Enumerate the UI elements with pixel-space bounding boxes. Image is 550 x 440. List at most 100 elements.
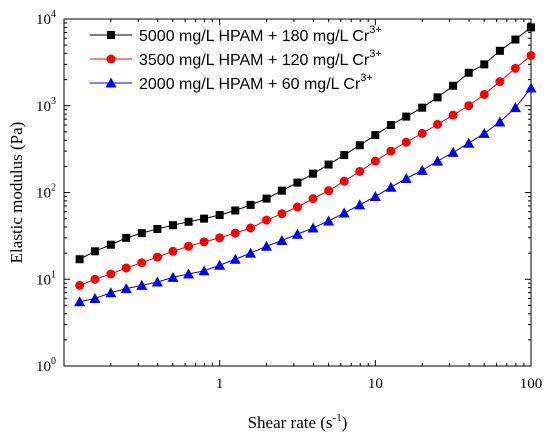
data-point <box>432 155 444 166</box>
data-point <box>291 228 303 239</box>
data-point <box>214 259 226 270</box>
data-point <box>246 200 255 209</box>
y-tick-label: 104 <box>36 9 56 28</box>
data-point <box>355 166 365 176</box>
data-point <box>153 224 162 233</box>
data-point <box>137 229 146 238</box>
data-point <box>199 237 209 247</box>
x-tick-label: 100 <box>520 376 543 392</box>
legend-marker <box>105 77 117 88</box>
data-point <box>200 214 209 223</box>
data-point <box>151 276 163 287</box>
data-point <box>433 93 442 102</box>
data-point <box>262 194 271 203</box>
data-point <box>495 77 505 87</box>
data-point <box>369 190 381 201</box>
axes: 1 10 100 100 101 102 103 104 Shear rate (s-1) Ela… <box>7 9 542 432</box>
data-point <box>229 253 241 264</box>
data-point <box>418 103 427 112</box>
data-point <box>277 186 286 195</box>
data-point <box>449 81 458 90</box>
data-point <box>231 206 240 215</box>
legend-marker <box>107 31 115 39</box>
data-point <box>122 233 131 242</box>
series-triangle <box>74 82 537 307</box>
data-point <box>246 223 256 233</box>
data-point <box>401 137 411 147</box>
data-point <box>183 268 195 279</box>
y-axis-title: Elastic modulus (Pa) <box>7 122 26 264</box>
series-layer <box>74 23 537 307</box>
data-point <box>402 112 411 121</box>
data-point <box>355 141 364 150</box>
data-point <box>479 89 489 99</box>
x-tick-label: 10 <box>368 376 383 392</box>
data-point <box>261 240 273 251</box>
data-point <box>105 287 117 298</box>
data-point <box>106 269 116 279</box>
data-point <box>277 209 287 219</box>
data-point <box>262 215 272 225</box>
data-point <box>464 101 474 111</box>
data-point <box>136 279 148 290</box>
data-point <box>386 146 396 156</box>
data-point <box>184 217 193 226</box>
data-point <box>463 137 475 148</box>
data-point <box>526 50 536 60</box>
data-point <box>137 258 147 268</box>
legend-label: 2000 mg/L HPAM + 60 mg/L Cr3+ <box>139 72 373 93</box>
data-point <box>447 146 459 157</box>
data-point <box>433 119 443 129</box>
data-point <box>370 156 380 166</box>
data-point <box>121 263 131 273</box>
data-point <box>308 194 318 204</box>
y-tick-label: 102 <box>36 183 56 202</box>
data-point <box>464 68 473 77</box>
data-point <box>152 252 162 262</box>
data-point <box>293 178 302 187</box>
data-point <box>75 255 84 264</box>
y-tick-label: 103 <box>36 96 56 115</box>
data-point <box>75 280 85 290</box>
data-point <box>292 202 302 212</box>
data-point <box>324 160 333 169</box>
plot-frame <box>63 18 532 367</box>
data-point <box>339 176 349 186</box>
data-point <box>371 131 380 140</box>
legend-item: 3500 mg/L HPAM + 120 mg/L Cr3+ <box>90 48 382 69</box>
data-point <box>168 221 177 230</box>
series-square <box>75 23 535 264</box>
data-point <box>400 173 412 184</box>
data-point <box>215 233 225 243</box>
data-point <box>495 46 504 55</box>
y-tick-label: 100 <box>36 356 56 375</box>
data-point <box>478 127 490 138</box>
data-point <box>276 234 288 245</box>
x-axis-title: Shear rate (s-1) <box>248 412 348 432</box>
data-point <box>245 247 257 258</box>
data-point <box>385 181 397 192</box>
x-tick-label: 1 <box>216 376 224 392</box>
legend-item: 2000 mg/L HPAM + 60 mg/L Cr3+ <box>90 72 373 93</box>
legend-marker <box>106 54 116 64</box>
legend: 5000 mg/L HPAM + 180 mg/L Cr3+ 3500 mg/L … <box>90 24 382 93</box>
legend-label: 5000 mg/L HPAM + 180 mg/L Cr3+ <box>139 24 382 45</box>
series-circle <box>75 50 536 290</box>
y-tick-label: 101 <box>36 269 56 288</box>
data-point <box>417 128 427 138</box>
data-point <box>184 241 194 251</box>
data-point <box>416 164 428 175</box>
data-point <box>494 116 506 127</box>
data-point <box>510 63 520 73</box>
data-point <box>168 246 178 256</box>
data-point <box>354 199 366 210</box>
data-point <box>198 265 210 276</box>
data-point <box>525 82 537 93</box>
data-point <box>340 151 349 160</box>
data-point <box>309 169 318 178</box>
data-point <box>230 228 240 238</box>
series-line <box>79 87 532 303</box>
data-point <box>167 271 179 282</box>
